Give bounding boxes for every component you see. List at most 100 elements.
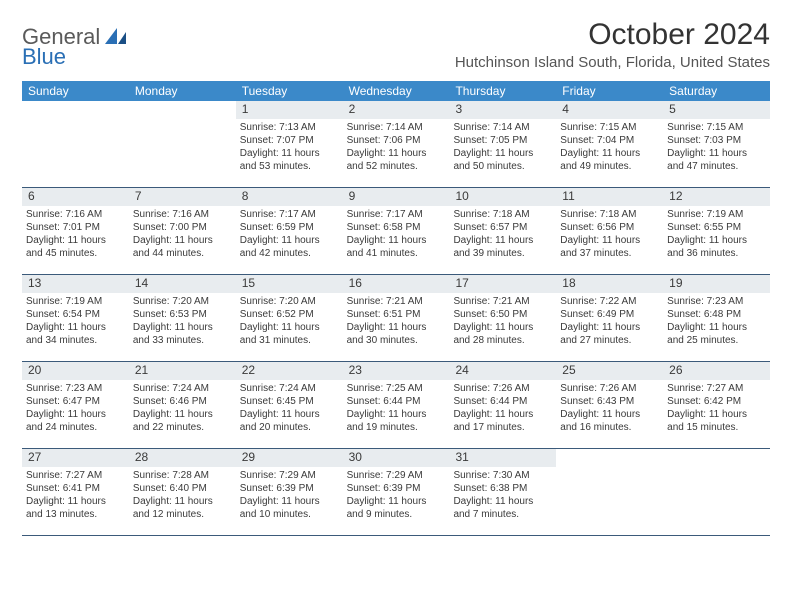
sunset-line: Sunset: 7:00 PM xyxy=(133,221,232,234)
day-body: Sunrise: 7:21 AMSunset: 6:51 PMDaylight:… xyxy=(343,293,450,351)
sunrise-line: Sunrise: 7:29 AM xyxy=(347,469,446,482)
title-block: October 2024 Hutchinson Island South, Fl… xyxy=(455,18,770,71)
day-number: 10 xyxy=(449,188,556,206)
sunset-line: Sunset: 6:47 PM xyxy=(26,395,125,408)
sunset-line: Sunset: 6:41 PM xyxy=(26,482,125,495)
day-body: Sunrise: 7:20 AMSunset: 6:53 PMDaylight:… xyxy=(129,293,236,351)
day-number: 6 xyxy=(22,188,129,206)
daylight-line: Daylight: 11 hours and 7 minutes. xyxy=(453,495,552,521)
daylight-line: Daylight: 11 hours and 49 minutes. xyxy=(560,147,659,173)
day-body: Sunrise: 7:29 AMSunset: 6:39 PMDaylight:… xyxy=(343,467,450,525)
daylight-line: Daylight: 11 hours and 37 minutes. xyxy=(560,234,659,260)
week-row: 27Sunrise: 7:27 AMSunset: 6:41 PMDayligh… xyxy=(22,449,770,536)
day-body: Sunrise: 7:23 AMSunset: 6:47 PMDaylight:… xyxy=(22,380,129,438)
sunrise-line: Sunrise: 7:14 AM xyxy=(453,121,552,134)
day-body: Sunrise: 7:13 AMSunset: 7:07 PMDaylight:… xyxy=(236,119,343,177)
daylight-line: Daylight: 11 hours and 12 minutes. xyxy=(133,495,232,521)
sunrise-line: Sunrise: 7:24 AM xyxy=(240,382,339,395)
day-number: 18 xyxy=(556,275,663,293)
day-number: 12 xyxy=(663,188,770,206)
sunset-line: Sunset: 6:39 PM xyxy=(240,482,339,495)
sunset-line: Sunset: 6:59 PM xyxy=(240,221,339,234)
day-cell: 20Sunrise: 7:23 AMSunset: 6:47 PMDayligh… xyxy=(22,362,129,448)
day-number xyxy=(22,101,129,119)
sunset-line: Sunset: 7:05 PM xyxy=(453,134,552,147)
sunrise-line: Sunrise: 7:20 AM xyxy=(133,295,232,308)
sunset-line: Sunset: 6:46 PM xyxy=(133,395,232,408)
day-cell: 23Sunrise: 7:25 AMSunset: 6:44 PMDayligh… xyxy=(343,362,450,448)
day-number: 2 xyxy=(343,101,450,119)
day-number: 30 xyxy=(343,449,450,467)
day-body: Sunrise: 7:14 AMSunset: 7:05 PMDaylight:… xyxy=(449,119,556,177)
day-number: 28 xyxy=(129,449,236,467)
sunset-line: Sunset: 7:06 PM xyxy=(347,134,446,147)
sunrise-line: Sunrise: 7:18 AM xyxy=(453,208,552,221)
day-body: Sunrise: 7:25 AMSunset: 6:44 PMDaylight:… xyxy=(343,380,450,438)
daylight-line: Daylight: 11 hours and 30 minutes. xyxy=(347,321,446,347)
day-body: Sunrise: 7:16 AMSunset: 7:01 PMDaylight:… xyxy=(22,206,129,264)
sunrise-line: Sunrise: 7:20 AM xyxy=(240,295,339,308)
day-number: 14 xyxy=(129,275,236,293)
sunrise-line: Sunrise: 7:14 AM xyxy=(347,121,446,134)
day-body: Sunrise: 7:24 AMSunset: 6:45 PMDaylight:… xyxy=(236,380,343,438)
day-cell: 13Sunrise: 7:19 AMSunset: 6:54 PMDayligh… xyxy=(22,275,129,361)
day-number: 8 xyxy=(236,188,343,206)
location: Hutchinson Island South, Florida, United… xyxy=(455,54,770,71)
day-number xyxy=(556,449,663,467)
day-cell: 2Sunrise: 7:14 AMSunset: 7:06 PMDaylight… xyxy=(343,101,450,187)
day-body: Sunrise: 7:21 AMSunset: 6:50 PMDaylight:… xyxy=(449,293,556,351)
day-body: Sunrise: 7:15 AMSunset: 7:03 PMDaylight:… xyxy=(663,119,770,177)
day-header: Friday xyxy=(556,81,663,101)
day-body: Sunrise: 7:20 AMSunset: 6:52 PMDaylight:… xyxy=(236,293,343,351)
sunrise-line: Sunrise: 7:17 AM xyxy=(240,208,339,221)
sunrise-line: Sunrise: 7:18 AM xyxy=(560,208,659,221)
daylight-line: Daylight: 11 hours and 22 minutes. xyxy=(133,408,232,434)
day-cell-blank xyxy=(663,449,770,535)
day-number: 21 xyxy=(129,362,236,380)
sunrise-line: Sunrise: 7:21 AM xyxy=(453,295,552,308)
day-cell: 3Sunrise: 7:14 AMSunset: 7:05 PMDaylight… xyxy=(449,101,556,187)
sunset-line: Sunset: 7:03 PM xyxy=(667,134,766,147)
day-cell: 9Sunrise: 7:17 AMSunset: 6:58 PMDaylight… xyxy=(343,188,450,274)
sunset-line: Sunset: 7:01 PM xyxy=(26,221,125,234)
day-body: Sunrise: 7:27 AMSunset: 6:42 PMDaylight:… xyxy=(663,380,770,438)
day-header: Sunday xyxy=(22,81,129,101)
day-cell: 8Sunrise: 7:17 AMSunset: 6:59 PMDaylight… xyxy=(236,188,343,274)
day-cell: 31Sunrise: 7:30 AMSunset: 6:38 PMDayligh… xyxy=(449,449,556,535)
daylight-line: Daylight: 11 hours and 17 minutes. xyxy=(453,408,552,434)
day-header: Monday xyxy=(129,81,236,101)
sunset-line: Sunset: 6:40 PM xyxy=(133,482,232,495)
sunset-line: Sunset: 6:58 PM xyxy=(347,221,446,234)
day-cell: 16Sunrise: 7:21 AMSunset: 6:51 PMDayligh… xyxy=(343,275,450,361)
sunrise-line: Sunrise: 7:24 AM xyxy=(133,382,232,395)
day-cell: 12Sunrise: 7:19 AMSunset: 6:55 PMDayligh… xyxy=(663,188,770,274)
sunset-line: Sunset: 6:55 PM xyxy=(667,221,766,234)
day-number xyxy=(129,101,236,119)
sunset-line: Sunset: 7:07 PM xyxy=(240,134,339,147)
day-cell: 4Sunrise: 7:15 AMSunset: 7:04 PMDaylight… xyxy=(556,101,663,187)
day-cell: 25Sunrise: 7:26 AMSunset: 6:43 PMDayligh… xyxy=(556,362,663,448)
week-row: 13Sunrise: 7:19 AMSunset: 6:54 PMDayligh… xyxy=(22,275,770,362)
day-body: Sunrise: 7:19 AMSunset: 6:55 PMDaylight:… xyxy=(663,206,770,264)
day-number: 3 xyxy=(449,101,556,119)
day-number: 24 xyxy=(449,362,556,380)
daylight-line: Daylight: 11 hours and 27 minutes. xyxy=(560,321,659,347)
daylight-line: Daylight: 11 hours and 44 minutes. xyxy=(133,234,232,260)
sunset-line: Sunset: 6:57 PM xyxy=(453,221,552,234)
sunset-line: Sunset: 6:56 PM xyxy=(560,221,659,234)
day-body: Sunrise: 7:17 AMSunset: 6:59 PMDaylight:… xyxy=(236,206,343,264)
logo-word2: Blue xyxy=(22,44,66,70)
daylight-line: Daylight: 11 hours and 13 minutes. xyxy=(26,495,125,521)
sunrise-line: Sunrise: 7:15 AM xyxy=(667,121,766,134)
daylight-line: Daylight: 11 hours and 47 minutes. xyxy=(667,147,766,173)
daylight-line: Daylight: 11 hours and 41 minutes. xyxy=(347,234,446,260)
daylight-line: Daylight: 11 hours and 50 minutes. xyxy=(453,147,552,173)
day-cell-blank xyxy=(22,101,129,187)
daylight-line: Daylight: 11 hours and 16 minutes. xyxy=(560,408,659,434)
sunset-line: Sunset: 6:50 PM xyxy=(453,308,552,321)
daylight-line: Daylight: 11 hours and 34 minutes. xyxy=(26,321,125,347)
month-title: October 2024 xyxy=(455,18,770,52)
day-body: Sunrise: 7:16 AMSunset: 7:00 PMDaylight:… xyxy=(129,206,236,264)
day-number: 9 xyxy=(343,188,450,206)
day-header: Wednesday xyxy=(343,81,450,101)
